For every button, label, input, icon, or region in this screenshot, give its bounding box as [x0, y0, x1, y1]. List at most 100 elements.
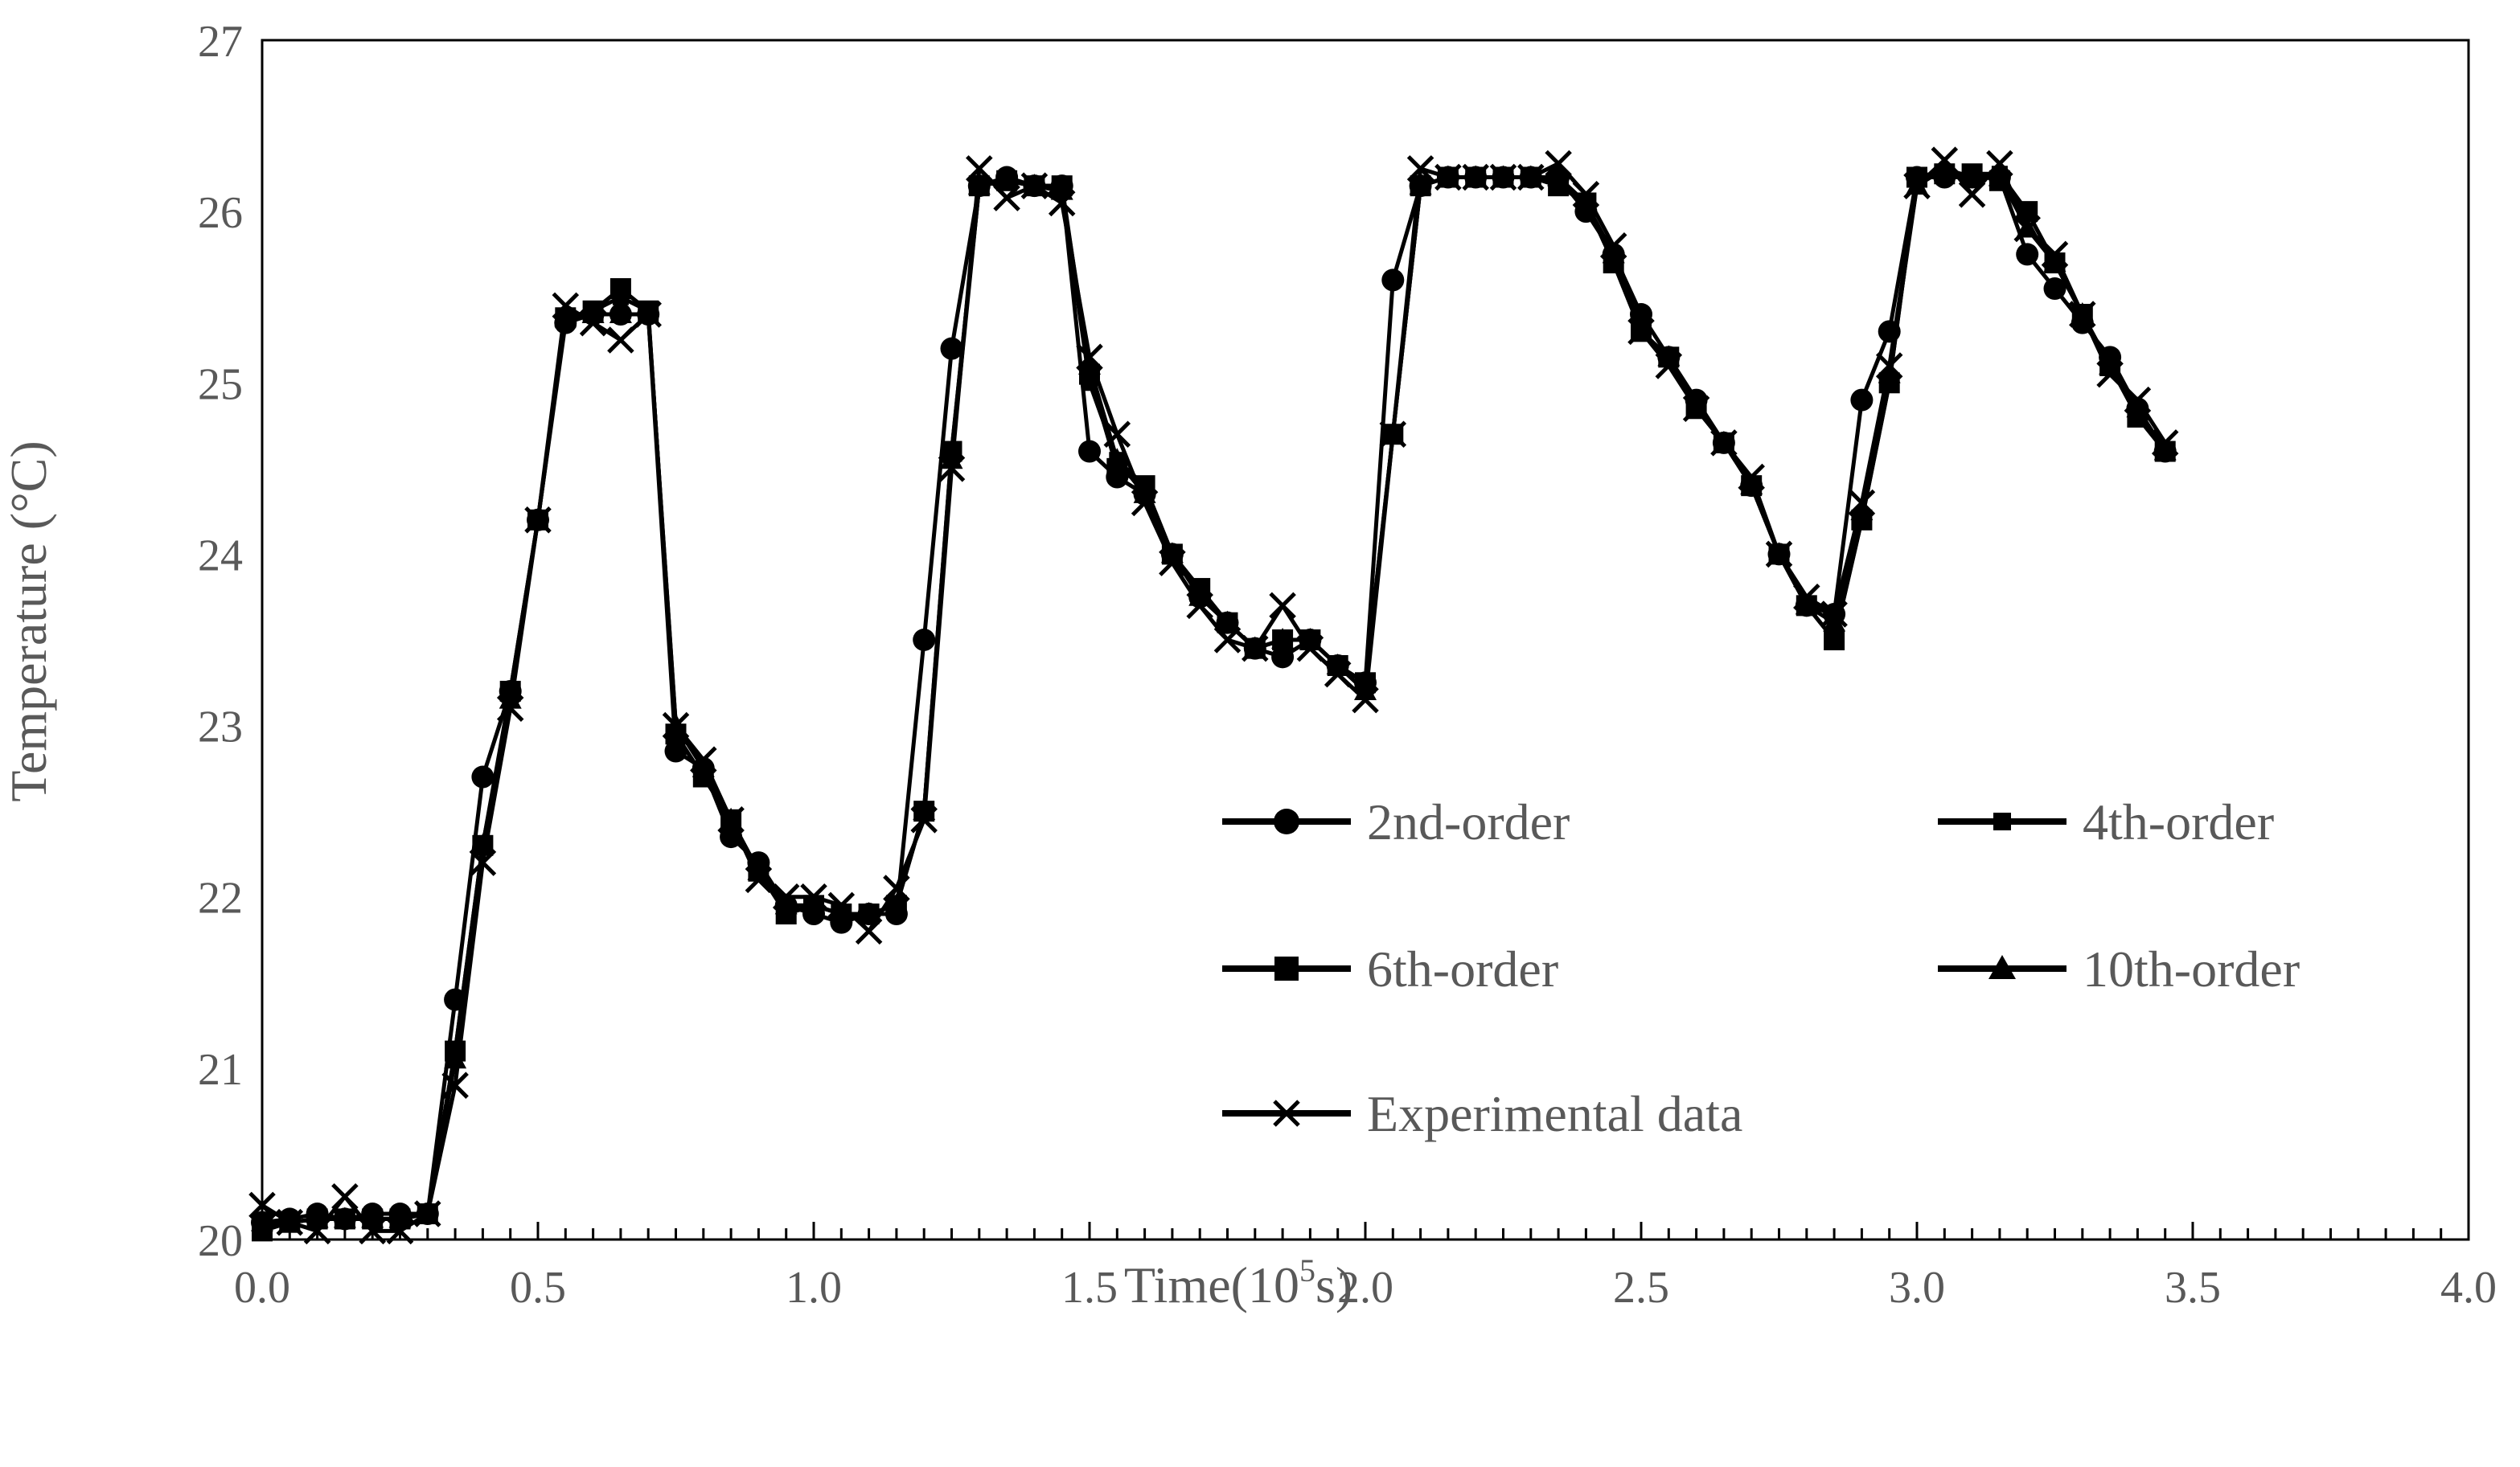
data-point-experimental-data: [1793, 583, 1820, 611]
x-tick-label: 0.5: [510, 1263, 566, 1313]
data-point-experimental-data: [1627, 318, 1655, 346]
data-point-experimental-data: [910, 806, 938, 834]
data-point-experimental-data: [1159, 549, 1186, 576]
data-point-experimental-data: [1738, 463, 1765, 491]
data-point-6th-order: [1824, 629, 1845, 650]
data-point-10th-order: [1106, 448, 1129, 469]
data-point-10th-order: [2153, 439, 2177, 461]
data-point-10th-order: [1933, 156, 1956, 178]
data-point-experimental-data: [1903, 172, 1931, 199]
data-point-10th-order: [774, 893, 798, 915]
data-point-experimental-data: [1103, 420, 1131, 448]
series-10th-order: [251, 156, 2177, 1231]
x-tick-label: 2.5: [1613, 1263, 1669, 1313]
data-point-2nd-order: [471, 765, 495, 789]
data-point-experimental-data: [276, 1208, 304, 1236]
series-line-experimental-data: [261, 158, 2167, 1233]
data-point-2nd-order: [1078, 440, 1101, 463]
x-axis-title-suffix: s): [1315, 1256, 1352, 1313]
y-tick-label: 25: [198, 359, 243, 409]
x-tick-label: 3.0: [1889, 1263, 1945, 1313]
data-point-10th-order: [333, 1207, 356, 1228]
data-point-experimental-data: [607, 326, 634, 354]
legend-marker-cross: [1273, 1100, 1300, 1127]
data-point-experimental-data: [414, 1200, 441, 1227]
data-point-experimental-data: [1379, 420, 1407, 448]
data-point-experimental-data: [2041, 240, 2069, 268]
legend-marker-square: [1274, 957, 1299, 981]
legend-label-10th-order: 10th-order: [2083, 940, 2300, 998]
series-2nd-order: [251, 166, 2177, 1234]
data-point-experimental-data: [1406, 155, 1434, 182]
data-point-experimental-data: [1020, 172, 1049, 199]
legend-marker-small-square: [1993, 813, 2011, 830]
data-point-10th-order: [1547, 165, 1570, 186]
x-tick-label: 3.5: [2165, 1263, 2221, 1313]
data-point-experimental-data: [2013, 215, 2041, 243]
data-point-10th-order: [1271, 628, 1295, 649]
y-tick-label: 27: [198, 17, 243, 67]
legend-entry-experimental-data: Experimental data: [1222, 1085, 1742, 1142]
data-point-experimental-data: [2069, 301, 2096, 328]
legend-label-4th-order: 4th-order: [2083, 793, 2274, 850]
data-point-experimental-data: [1076, 343, 1103, 371]
data-point-experimental-data: [1517, 163, 1545, 191]
legend-entry-6th-order: 6th-order: [1222, 940, 1558, 998]
data-point-experimental-data: [1958, 181, 1986, 208]
data-point-experimental-data: [1765, 540, 1793, 568]
data-point-experimental-data: [1848, 489, 1876, 517]
legend-marker-triangle: [1989, 955, 2016, 979]
data-point-experimental-data: [634, 301, 662, 328]
data-point-2nd-order: [1850, 388, 1874, 412]
data-point-10th-order: [444, 1047, 467, 1069]
data-point-experimental-data: [496, 695, 524, 723]
data-point-experimental-data: [441, 1072, 469, 1099]
data-point-experimental-data: [690, 746, 717, 773]
data-point-2nd-order: [913, 629, 936, 651]
data-point-experimental-data: [1131, 489, 1159, 517]
data-point-experimental-data: [2124, 386, 2152, 414]
legend: 2nd-order 4th-order 6th-order 10th-order…: [1222, 793, 2300, 1142]
data-point-10th-order: [609, 302, 632, 324]
data-point-experimental-data: [883, 875, 910, 902]
data-point-2nd-order: [2016, 243, 2039, 266]
data-point-experimental-data: [662, 711, 690, 740]
series-layer: [248, 146, 2179, 1245]
data-point-experimental-data: [1324, 660, 1352, 688]
data-point-experimental-data: [469, 849, 497, 876]
x-axis-title: Time(105s): [1124, 1252, 1352, 1313]
data-point-experimental-data: [1186, 592, 1213, 620]
data-point-10th-order: [1960, 165, 1984, 186]
legend-label-2nd-order: 2nd-order: [1367, 793, 1570, 850]
data-point-experimental-data: [1352, 686, 1379, 714]
data-point-10th-order: [884, 893, 908, 915]
data-point-experimental-data: [359, 1217, 386, 1245]
series-experimental-data: [248, 146, 2179, 1245]
x-tick-label: 1.5: [1061, 1263, 1118, 1313]
data-point-experimental-data: [1242, 634, 1269, 662]
y-tick-label: 22: [198, 874, 243, 924]
data-point-experimental-data: [1545, 150, 1572, 178]
data-point-experimental-data: [303, 1217, 331, 1245]
data-point-2nd-order: [940, 337, 963, 360]
data-point-experimental-data: [1655, 352, 1683, 379]
data-point-experimental-data: [1296, 634, 1324, 662]
data-point-experimental-data: [772, 883, 800, 911]
data-point-experimental-data: [1269, 592, 1296, 620]
data-point-experimental-data: [1875, 352, 1903, 379]
data-point-2nd-order: [1381, 268, 1405, 292]
data-point-experimental-data: [386, 1217, 414, 1245]
data-point-experimental-data: [2151, 429, 2179, 457]
data-point-experimental-data: [2096, 360, 2124, 388]
x-tick-label: 2.0: [1337, 1263, 1393, 1313]
data-point-experimental-data: [1572, 181, 1600, 208]
data-point-10th-order: [1823, 610, 1846, 632]
data-point-experimental-data: [524, 506, 552, 534]
data-point-experimental-data: [552, 292, 580, 320]
data-point-experimental-data: [827, 891, 856, 920]
data-point-experimental-data: [800, 883, 827, 911]
data-point-6th-order: [609, 278, 631, 300]
data-point-10th-order: [1216, 610, 1239, 632]
y-tick-label: 23: [198, 703, 243, 752]
data-point-10th-order: [802, 893, 825, 915]
